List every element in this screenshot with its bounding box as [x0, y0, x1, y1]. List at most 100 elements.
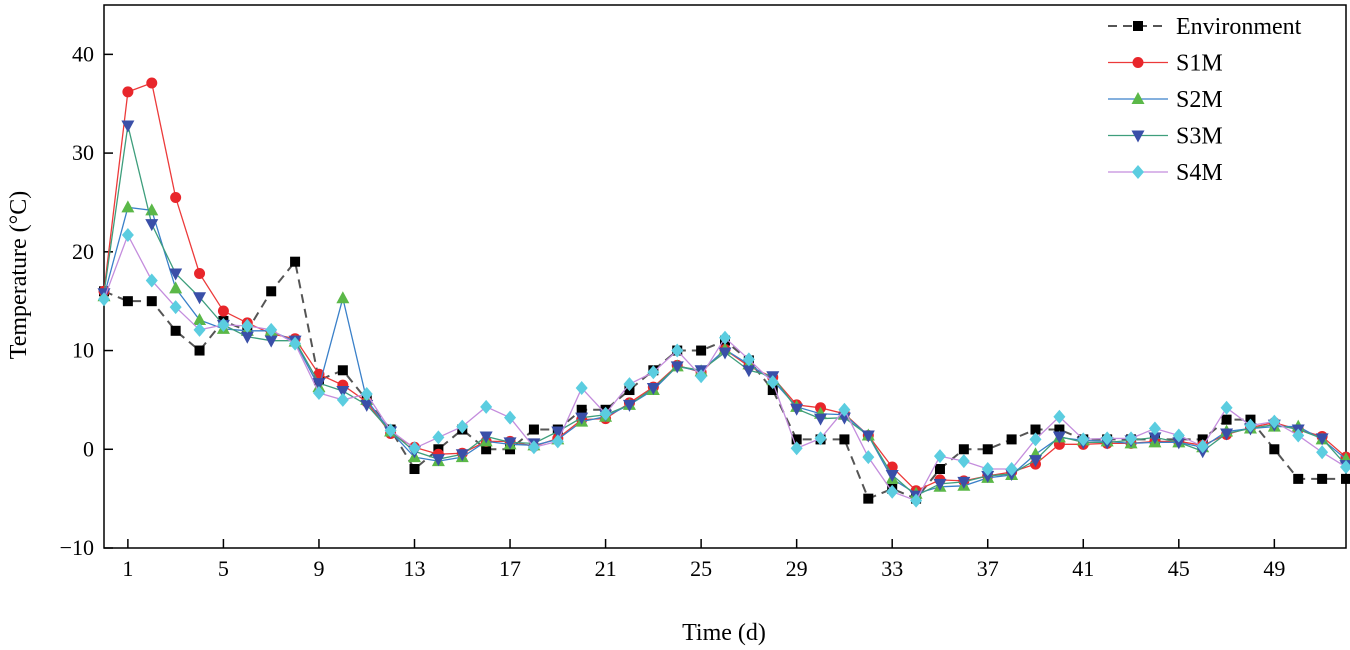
data-point-environment	[1054, 424, 1065, 435]
axis-ticks: 1 5 9 13 17 21 25 29 33 37 41 45 49 −10 0 10 20 30 40	[60, 41, 1286, 581]
data-point-environment	[982, 444, 993, 455]
data-point-s4m	[623, 377, 636, 392]
legend: Environment S1M S2M S3M S4M	[1108, 14, 1302, 186]
data-point-s4m	[1292, 428, 1305, 443]
data-point-s4m	[1316, 445, 1329, 460]
data-point-environment	[528, 424, 539, 435]
series-layer	[97, 77, 1350, 508]
data-point-s3m	[1052, 431, 1066, 444]
x-tick-label: 25	[690, 556, 712, 581]
data-point-s1m	[146, 77, 158, 89]
data-point-s4m	[719, 330, 731, 345]
data-point-s4m	[1196, 439, 1209, 454]
data-point-s3m	[1148, 432, 1162, 445]
data-point-s3m	[981, 470, 995, 483]
data-point-environment	[337, 365, 348, 376]
x-tick-label: 29	[786, 556, 808, 581]
data-point-s4m	[647, 365, 660, 380]
data-point-environment	[1341, 473, 1350, 484]
data-point-s3m	[145, 219, 159, 232]
data-point-s3m	[1029, 455, 1042, 468]
data-point-environment	[146, 296, 157, 307]
data-point-s4m	[1220, 400, 1233, 415]
series-line-environment	[103, 259, 1346, 500]
data-point-environment	[194, 345, 205, 356]
data-point-environment	[958, 444, 969, 455]
data-point-s4m	[1340, 460, 1350, 475]
data-point-s3m	[814, 413, 828, 426]
y-axis-title: Temperature (°C)	[6, 191, 32, 360]
y-tick-label: 40	[72, 41, 94, 66]
data-point-s4m	[360, 386, 373, 401]
x-tick-label: 49	[1263, 556, 1285, 581]
x-tick-label: 5	[218, 556, 229, 581]
data-point-s3m	[336, 386, 350, 399]
legend-marker-s1m	[1132, 57, 1144, 68]
data-point-environment	[934, 464, 945, 475]
legend-label-s2m: S2M	[1176, 87, 1223, 113]
y-tick-label: 0	[83, 436, 94, 461]
data-point-s4m	[933, 449, 946, 464]
data-point-environment	[863, 493, 874, 504]
data-point-environment	[1006, 434, 1017, 445]
y-tick-label: 10	[72, 338, 94, 363]
data-point-s4m	[766, 375, 779, 390]
legend-marker-s2m	[1131, 92, 1145, 104]
x-tick-label: 21	[595, 556, 617, 581]
data-point-s3m	[264, 335, 278, 348]
x-tick-label: 9	[313, 556, 324, 581]
data-point-s4m	[957, 454, 970, 469]
legend-label-environment: Environment	[1176, 14, 1302, 40]
data-point-s4m	[241, 318, 254, 333]
data-point-s4m	[838, 402, 851, 417]
data-point-s4m	[527, 440, 540, 455]
y-tick-label: −10	[60, 535, 94, 560]
data-point-environment	[170, 325, 181, 336]
data-point-s4m	[145, 273, 158, 288]
data-point-s4m	[1172, 428, 1185, 443]
series-s4m	[98, 228, 1350, 508]
data-point-s4m	[1125, 431, 1138, 446]
data-point-environment	[791, 434, 802, 445]
data-point-environment	[1317, 473, 1328, 484]
data-point-s3m	[193, 292, 207, 305]
data-point-s1m	[217, 305, 229, 317]
data-point-environment	[290, 256, 301, 267]
data-point-s3m	[861, 430, 875, 443]
data-point-s4m	[1244, 418, 1257, 433]
data-point-s4m	[336, 392, 349, 407]
x-tick-label: 45	[1168, 556, 1190, 581]
data-point-s3m	[742, 365, 756, 378]
data-point-environment	[481, 444, 492, 455]
data-point-s3m	[933, 478, 947, 491]
data-point-s3m	[503, 437, 517, 450]
data-point-s3m	[885, 469, 899, 482]
legend-marker-environment	[1133, 21, 1143, 31]
legend-marker-s4m	[1132, 165, 1144, 179]
data-point-environment	[1269, 444, 1280, 455]
data-point-s2m	[121, 200, 135, 213]
data-point-s3m	[551, 426, 565, 439]
data-point-s4m	[886, 484, 899, 499]
y-tick-label: 30	[72, 140, 94, 165]
data-point-s4m	[1077, 432, 1090, 447]
data-point-s4m	[599, 406, 612, 421]
plot-border	[103, 4, 1347, 549]
data-point-s4m	[456, 419, 469, 434]
x-tick-label: 17	[499, 556, 521, 581]
data-point-s4m	[1101, 431, 1114, 446]
data-point-environment	[576, 404, 587, 415]
data-point-s4m	[193, 322, 206, 337]
data-point-s4m	[169, 300, 182, 315]
data-point-s1m	[194, 268, 206, 280]
data-point-environment	[409, 464, 420, 475]
data-point-environment	[122, 296, 133, 307]
data-point-s4m	[1029, 432, 1042, 447]
legend-marker-s3m	[1131, 130, 1145, 143]
data-point-environment	[767, 385, 778, 396]
data-point-s4m	[312, 385, 325, 400]
data-point-s4m	[910, 493, 923, 508]
data-point-s3m	[1172, 437, 1186, 450]
x-tick-label: 37	[977, 556, 999, 581]
series-s3m	[97, 120, 1350, 503]
